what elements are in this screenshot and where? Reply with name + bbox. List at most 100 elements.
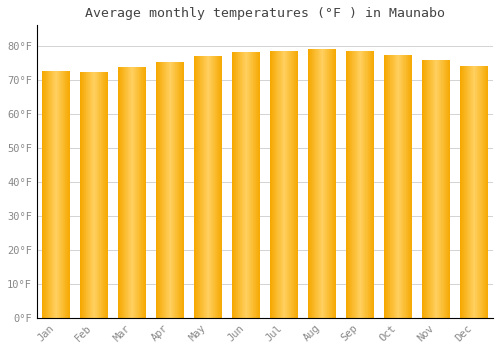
Bar xyxy=(426,60,427,318)
Bar xyxy=(163,62,164,318)
Bar xyxy=(472,66,474,318)
Bar xyxy=(64,71,65,318)
Bar xyxy=(180,62,181,318)
Bar xyxy=(200,56,201,318)
Bar xyxy=(355,51,356,318)
Bar xyxy=(127,67,128,318)
Bar xyxy=(372,51,373,318)
Bar xyxy=(478,66,479,318)
Bar xyxy=(477,66,478,318)
Bar xyxy=(369,51,370,318)
Bar xyxy=(331,49,332,318)
Bar xyxy=(373,51,374,318)
Bar xyxy=(161,62,162,318)
Bar xyxy=(353,51,354,318)
Bar xyxy=(316,49,317,318)
Bar xyxy=(143,67,144,318)
Bar xyxy=(120,67,121,318)
Bar xyxy=(214,56,216,318)
Bar xyxy=(128,67,129,318)
Bar xyxy=(195,56,196,318)
Bar xyxy=(270,51,271,318)
Bar xyxy=(346,51,347,318)
Bar xyxy=(470,66,472,318)
Bar xyxy=(423,60,424,318)
Bar xyxy=(429,60,430,318)
Bar xyxy=(54,71,55,318)
Bar xyxy=(408,55,409,318)
Bar xyxy=(106,72,107,318)
Bar xyxy=(271,51,272,318)
Bar xyxy=(91,72,92,318)
Bar xyxy=(404,55,405,318)
Bar xyxy=(69,71,70,318)
Bar xyxy=(350,51,351,318)
Bar xyxy=(47,71,48,318)
Bar xyxy=(197,56,198,318)
Bar xyxy=(357,51,358,318)
Bar xyxy=(48,71,49,318)
Bar xyxy=(42,71,43,318)
Bar xyxy=(92,72,93,318)
Bar xyxy=(220,56,221,318)
Bar xyxy=(55,71,56,318)
Bar xyxy=(391,55,392,318)
Bar xyxy=(405,55,406,318)
Bar xyxy=(239,52,240,318)
Bar xyxy=(233,52,234,318)
Bar xyxy=(183,62,184,318)
Bar xyxy=(484,66,485,318)
Bar xyxy=(64,71,66,318)
Bar xyxy=(442,60,443,318)
Bar xyxy=(439,60,440,318)
Bar xyxy=(368,51,369,318)
Bar xyxy=(329,49,330,318)
Title: Average monthly temperatures (°F ) in Maunabo: Average monthly temperatures (°F ) in Ma… xyxy=(85,7,445,20)
Bar xyxy=(364,51,365,318)
Bar xyxy=(52,71,53,318)
Bar xyxy=(205,56,206,318)
Bar xyxy=(43,71,44,318)
Bar xyxy=(326,49,327,318)
Bar xyxy=(178,62,179,318)
Bar xyxy=(396,55,398,318)
Bar xyxy=(487,66,488,318)
Bar xyxy=(203,56,204,318)
Bar xyxy=(172,62,174,318)
Bar xyxy=(449,60,450,318)
Bar xyxy=(360,51,362,318)
Bar xyxy=(159,62,160,318)
Bar xyxy=(333,49,334,318)
Bar xyxy=(82,72,83,318)
Bar xyxy=(123,67,124,318)
Bar xyxy=(130,67,131,318)
Bar xyxy=(312,49,313,318)
Bar xyxy=(319,49,320,318)
Bar xyxy=(167,62,168,318)
Bar xyxy=(85,72,86,318)
Bar xyxy=(485,66,486,318)
Bar xyxy=(121,67,122,318)
Bar xyxy=(208,56,210,318)
Bar xyxy=(362,51,364,318)
Bar xyxy=(443,60,444,318)
Bar xyxy=(124,67,125,318)
Bar xyxy=(196,56,197,318)
Bar xyxy=(466,66,467,318)
Bar xyxy=(403,55,404,318)
Bar xyxy=(236,52,237,318)
Bar xyxy=(434,60,436,318)
Bar xyxy=(67,71,68,318)
Bar xyxy=(95,72,96,318)
Bar xyxy=(181,62,182,318)
Bar xyxy=(256,52,257,318)
Bar xyxy=(58,71,59,318)
Bar xyxy=(465,66,466,318)
Bar xyxy=(245,52,246,318)
Bar xyxy=(480,66,481,318)
Bar xyxy=(141,67,142,318)
Bar xyxy=(366,51,367,318)
Bar xyxy=(328,49,329,318)
Bar xyxy=(351,51,352,318)
Bar xyxy=(389,55,390,318)
